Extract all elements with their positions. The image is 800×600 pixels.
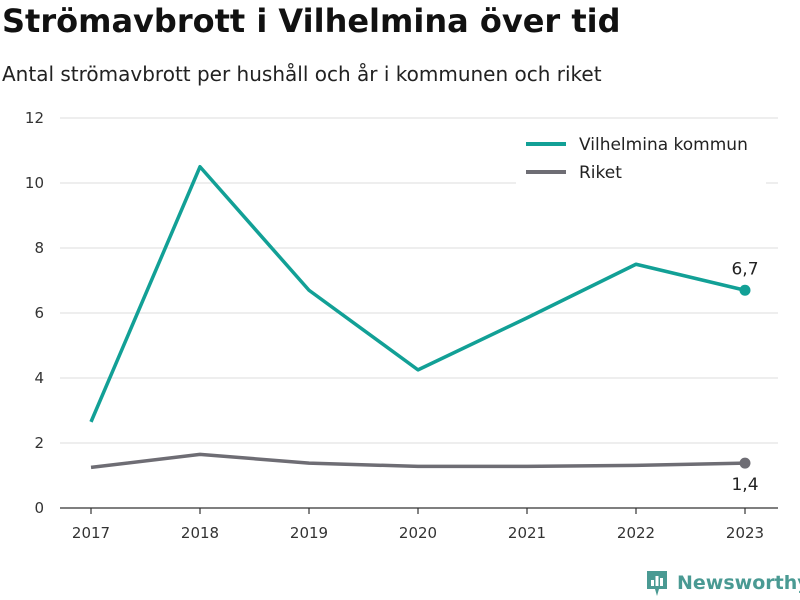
series-line-1: [89, 165, 746, 423]
legend-label: Vilhelmina kommun: [579, 135, 748, 155]
y-tick-label: 8: [34, 239, 44, 257]
grid-lines: [60, 117, 778, 444]
y-tick-label: 2: [34, 434, 44, 452]
series-end-label: 6,7: [731, 259, 758, 279]
y-tick-label: 4: [34, 369, 44, 387]
legend: Vilhelmina kommun Riket: [516, 128, 766, 184]
y-tick-label: 10: [25, 174, 44, 192]
legend-label: Riket: [579, 163, 622, 183]
x-tick-label: 2019: [290, 524, 328, 542]
chart-title: Strömavbrott i Vilhelmina över tid: [2, 2, 621, 40]
x-tick-label: 2017: [72, 524, 110, 542]
series-end-point: [739, 457, 751, 469]
bar-chart-icon: [647, 571, 667, 596]
y-tick-label: 12: [25, 109, 44, 127]
series-end-label: 1,4: [731, 475, 758, 495]
brand-name: Newsworthy: [677, 572, 800, 594]
x-axis-ticks: 2017 2018 2019 2020 2021 2022 2023: [72, 508, 764, 542]
x-tick-label: 2018: [181, 524, 219, 542]
series-line-2: [90, 452, 746, 470]
brand-logo: Newsworthy: [645, 569, 800, 597]
y-tick-label: 0: [34, 499, 44, 517]
y-tick-label: 6: [34, 304, 44, 322]
legend-background: [516, 128, 766, 184]
series-end-point: [739, 284, 751, 296]
chart-subtitle: Antal strömavbrott per hushåll och år i …: [2, 62, 602, 86]
series-lines: 6,7 1,4: [89, 165, 759, 495]
x-tick-label: 2021: [508, 524, 546, 542]
x-tick-label: 2022: [617, 524, 655, 542]
y-axis-ticks: 0 2 4 6 8 10 12: [25, 109, 44, 517]
x-tick-label: 2020: [399, 524, 437, 542]
x-tick-label: 2023: [726, 524, 764, 542]
